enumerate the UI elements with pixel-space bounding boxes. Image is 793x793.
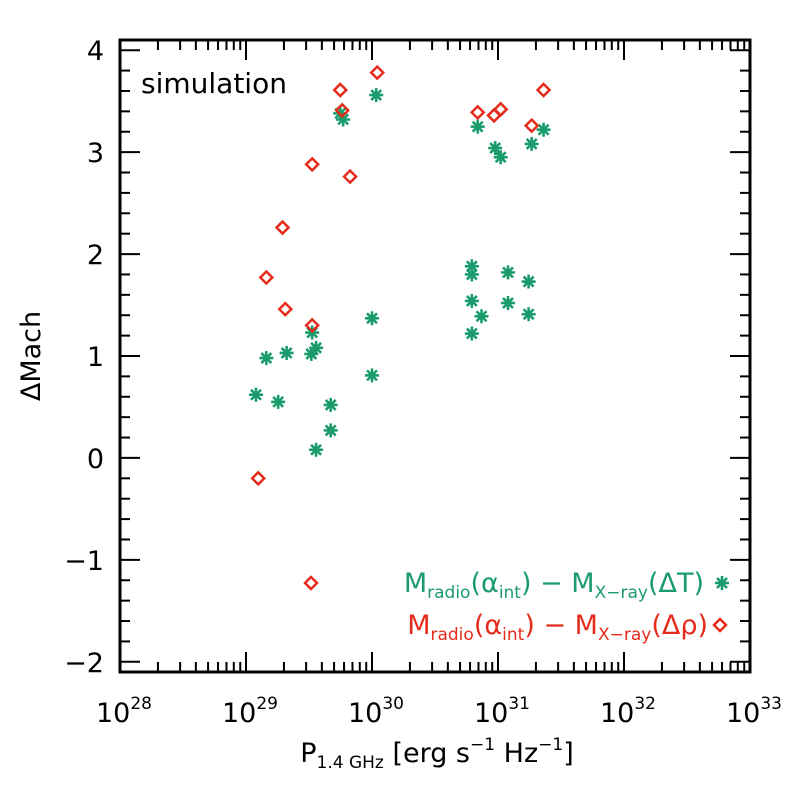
diamond-point bbox=[535, 82, 552, 98]
x-tick-label: 1028 bbox=[96, 694, 152, 729]
x-tick-label: 1032 bbox=[600, 694, 656, 729]
diamond-point bbox=[342, 168, 358, 185]
data-points bbox=[248, 64, 552, 487]
asterisk-point bbox=[323, 397, 338, 412]
plot-frame bbox=[118, 38, 752, 674]
asterisk-point bbox=[470, 119, 485, 134]
y-tick-label: 4 bbox=[87, 36, 104, 67]
y-axis-title: ΔMach bbox=[16, 311, 47, 401]
legend: Mradio(αint) − MX−ray(ΔT) Mradio(αint) −… bbox=[303, 568, 729, 645]
x-title-hz-exp: −1 bbox=[538, 735, 563, 755]
asterisk-point bbox=[279, 345, 294, 360]
diamond-point bbox=[258, 269, 275, 286]
x-title-bracket-open: [erg s bbox=[384, 738, 470, 769]
legend-entry-asterisk: Mradio(αint) − MX−ray(ΔT) bbox=[303, 568, 729, 603]
legend-diamond-marker bbox=[303, 575, 319, 591]
x-title-main: P bbox=[300, 738, 316, 769]
diamond-point bbox=[523, 117, 540, 134]
y-tick-labels: −2 −1 0 1 2 3 4 bbox=[64, 36, 104, 679]
asterisk-point bbox=[500, 295, 515, 310]
asterisk-point bbox=[248, 387, 263, 402]
asterisk-point bbox=[464, 267, 479, 282]
asterisk-point bbox=[521, 307, 536, 322]
legend-entry-diamond: Mradio(αint) − MX−ray(Δρ) bbox=[407, 610, 728, 645]
y-tick-label: −1 bbox=[64, 546, 104, 577]
asterisk-point bbox=[488, 141, 503, 156]
asterisk-point bbox=[365, 368, 379, 383]
asterisk-point bbox=[524, 136, 539, 151]
diamond-point bbox=[469, 104, 486, 121]
x-tick-label: 1031 bbox=[474, 694, 530, 729]
asterisk-point bbox=[464, 293, 479, 308]
y-tick-label: 0 bbox=[87, 444, 104, 475]
x-title-bracket-close: ] bbox=[563, 738, 574, 769]
asterisk-point bbox=[464, 326, 479, 341]
diamond-point bbox=[304, 156, 320, 173]
asterisk-point bbox=[493, 150, 508, 165]
x-title-sub: 1.4 GHz bbox=[317, 753, 384, 773]
x-tick-label: 1029 bbox=[222, 694, 278, 729]
legend-label-delta-rho: Mradio(αint) − MX−ray(Δρ) bbox=[407, 610, 708, 645]
diamond-point bbox=[277, 301, 294, 317]
asterisk-point bbox=[309, 442, 324, 457]
legend-asterisk-marker bbox=[715, 576, 729, 590]
asterisk-point bbox=[365, 311, 379, 326]
diamond-point bbox=[250, 470, 266, 487]
y-tick-label: 1 bbox=[87, 342, 104, 373]
x-title-s-exp: −1 bbox=[470, 735, 495, 755]
asterisk-point bbox=[521, 274, 536, 289]
asterisk-point bbox=[474, 309, 489, 324]
diamond-point bbox=[304, 317, 320, 334]
diamond-point bbox=[369, 64, 385, 81]
x-tick-label: 1033 bbox=[726, 694, 782, 729]
diamond-point bbox=[274, 219, 291, 236]
legend-diamond-marker-2 bbox=[712, 617, 728, 633]
diamond-point bbox=[492, 101, 509, 118]
asterisk-point bbox=[309, 340, 324, 355]
asterisk-point bbox=[369, 88, 384, 103]
x-title-hz: Hz bbox=[495, 738, 538, 769]
asterisk-point bbox=[271, 394, 286, 409]
y-tick-label: −2 bbox=[64, 648, 104, 679]
annotation-simulation: simulation bbox=[141, 67, 287, 100]
diamond-point bbox=[334, 102, 350, 119]
y-tick-label: 2 bbox=[87, 240, 104, 271]
asterisk-point bbox=[536, 122, 551, 137]
x-axis-title: P1.4 GHz [erg s−1 Hz−1] bbox=[300, 735, 574, 773]
x-tick-labels: 1028 1029 1030 1031 1032 1033 bbox=[96, 694, 782, 729]
asterisk-point bbox=[500, 265, 515, 280]
asterisk-point bbox=[259, 351, 274, 366]
diamond-point bbox=[332, 82, 349, 98]
y-tick-label: 3 bbox=[87, 138, 104, 169]
legend-label-delta-t: Mradio(αint) − MX−ray(ΔT) bbox=[404, 568, 704, 603]
asterisk-point bbox=[323, 423, 338, 438]
axis-ticks bbox=[119, 40, 751, 672]
x-tick-label: 1030 bbox=[348, 694, 404, 729]
